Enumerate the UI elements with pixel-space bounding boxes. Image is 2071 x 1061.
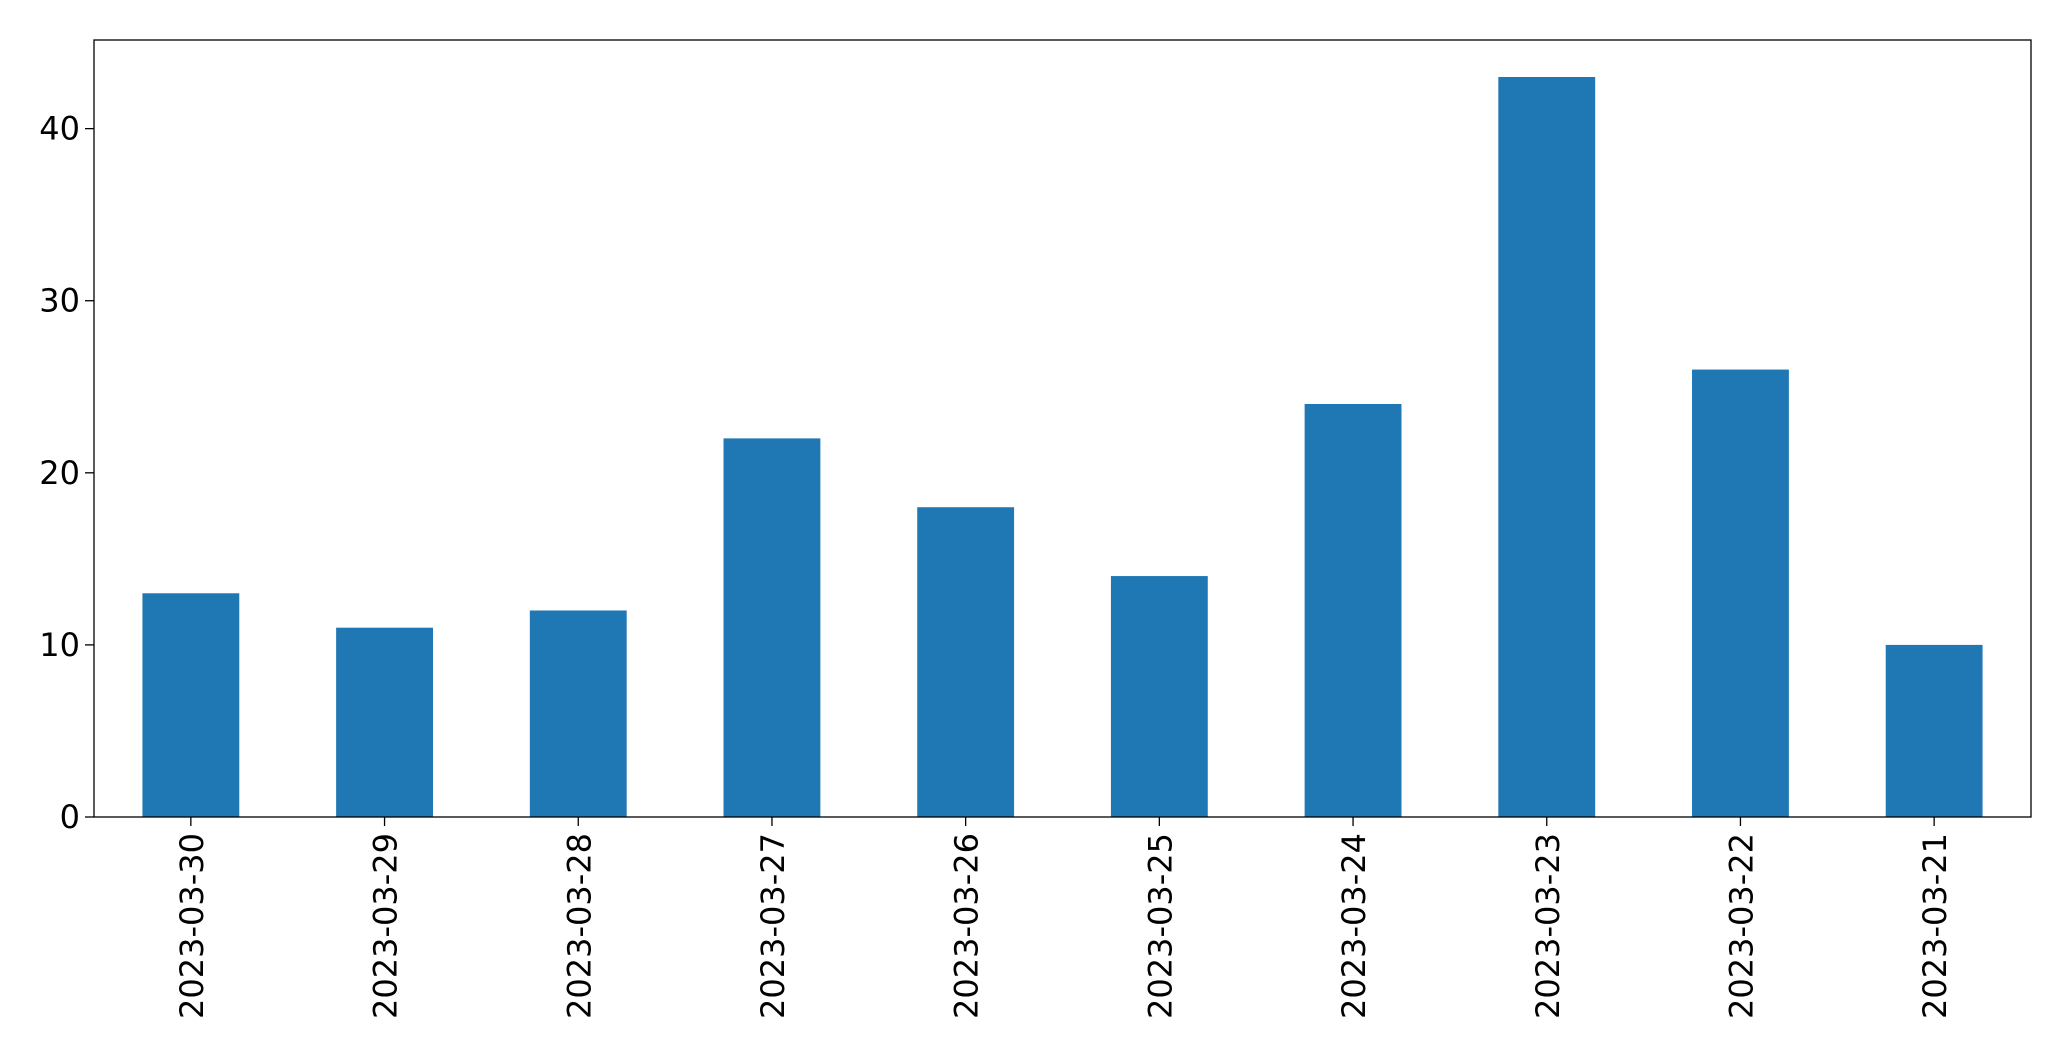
x-tick-label: 2023-03-28 <box>560 833 598 1019</box>
bar <box>723 438 821 817</box>
bar <box>1498 77 1596 817</box>
bar <box>336 627 433 817</box>
plot-frame <box>93 39 2032 818</box>
y-tick-label: 40 <box>39 110 80 148</box>
bar <box>1110 576 1208 817</box>
bar <box>1304 403 1402 817</box>
y-tick-label: 10 <box>39 626 80 664</box>
y-tick-label: 20 <box>39 454 80 492</box>
bar <box>1885 644 1983 817</box>
x-tick-label: 2023-03-21 <box>1916 833 1954 1019</box>
y-tick-label: 30 <box>39 282 80 320</box>
bar <box>529 610 627 817</box>
bar <box>142 593 240 817</box>
x-tick-label: 2023-03-30 <box>173 833 211 1019</box>
x-tick-label: 2023-03-29 <box>367 833 405 1019</box>
x-tick-label: 2023-03-26 <box>948 833 986 1019</box>
x-tick-label: 2023-03-25 <box>1141 833 1179 1019</box>
bar <box>917 507 1015 817</box>
x-tick-label: 2023-03-22 <box>1722 833 1760 1019</box>
bar <box>1692 369 1789 817</box>
x-tick-label: 2023-03-27 <box>754 833 792 1019</box>
x-tick-label: 2023-03-24 <box>1335 833 1373 1019</box>
x-tick-label: 2023-03-23 <box>1529 833 1567 1019</box>
y-tick-label: 0 <box>60 798 80 836</box>
